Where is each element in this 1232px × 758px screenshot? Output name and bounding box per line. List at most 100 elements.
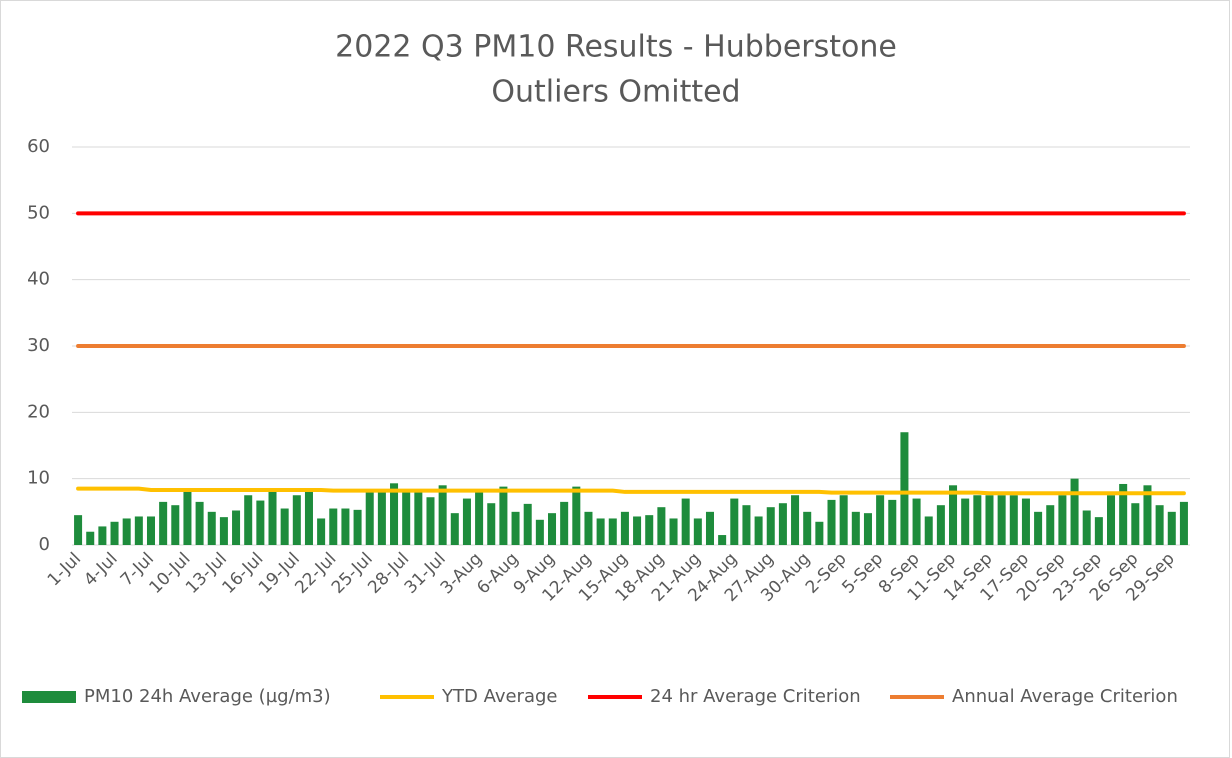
bar [705,511,714,545]
bar [232,510,241,545]
bar [1009,495,1018,545]
bar [815,521,824,545]
bar [219,517,228,545]
bar [353,509,362,545]
legend-label: PM10 24h Average (µg/m3) [84,686,331,707]
bar [98,526,107,545]
legend-label: YTD Average [441,686,558,707]
bar [924,516,933,545]
bar [803,511,812,545]
bar [718,535,727,545]
bar [256,500,265,545]
bar [791,495,800,545]
bar [1179,501,1188,545]
bar [426,497,435,545]
bar [1046,505,1055,545]
bar [900,432,909,545]
y-tick-label: 50 [27,202,50,223]
y-tick-label: 20 [27,401,50,422]
bar [827,499,836,545]
bar [207,511,216,545]
bar [414,491,423,545]
bar [329,508,338,545]
bar [560,501,569,545]
bar [766,507,775,545]
bar [693,518,702,545]
chart-subtitle: Outliers Omitted [491,75,740,110]
y-tick-label: 0 [39,534,50,555]
bar [1167,511,1176,545]
bar [171,505,180,545]
bar [949,485,958,545]
bar [912,498,921,545]
bar [851,511,860,545]
legend-label: Annual Average Criterion [952,686,1178,707]
bar [1131,503,1140,545]
legend-swatch [22,691,76,703]
bar [365,491,374,545]
bar [195,501,204,545]
bar [742,505,751,545]
y-tick-label: 10 [27,468,50,489]
bar [669,518,678,545]
legend-label: 24 hr Average Criterion [650,686,861,707]
bar [390,483,399,545]
bar [244,495,253,545]
bar [462,498,471,545]
bar [657,507,666,545]
bar [863,513,872,545]
bar [572,486,581,545]
y-tick-label: 60 [27,136,50,157]
bar [997,495,1006,545]
bar [645,515,654,545]
bar [304,491,313,545]
bar [1143,485,1152,545]
bar [74,515,83,545]
bar [985,495,994,545]
bar [159,501,168,545]
bar [548,513,557,545]
bar [1082,510,1091,545]
bar [292,495,301,545]
bar [608,518,617,545]
bar [620,511,629,545]
bar [146,516,155,545]
bar [730,498,739,545]
bar [1094,517,1103,545]
bar [438,485,447,545]
bar [341,508,350,545]
bar [487,503,496,545]
bar [1107,495,1116,545]
bar [973,495,982,545]
bar [377,491,386,545]
bar [511,511,520,545]
bar [876,495,885,545]
bar [535,519,544,545]
bar [1034,511,1043,545]
bar [475,491,484,545]
y-tick-label: 40 [27,269,50,290]
bar [317,518,326,545]
bar [584,511,593,545]
bar [888,499,897,545]
line [76,486,1186,496]
chart-title: 2022 Q3 PM10 Results - Hubberstone [335,30,897,65]
bar [961,498,970,545]
bar [1058,495,1067,545]
bar [183,491,192,545]
bar [122,518,131,545]
bar [523,503,532,545]
bar [280,508,289,545]
bar [1119,483,1128,545]
bar [681,498,690,545]
bar [1155,505,1164,545]
bar [633,516,642,545]
y-tick-label: 30 [27,335,50,356]
bar [1021,498,1030,545]
bar [110,521,119,545]
bar [450,513,459,545]
bar [499,486,508,545]
bar [86,531,95,545]
